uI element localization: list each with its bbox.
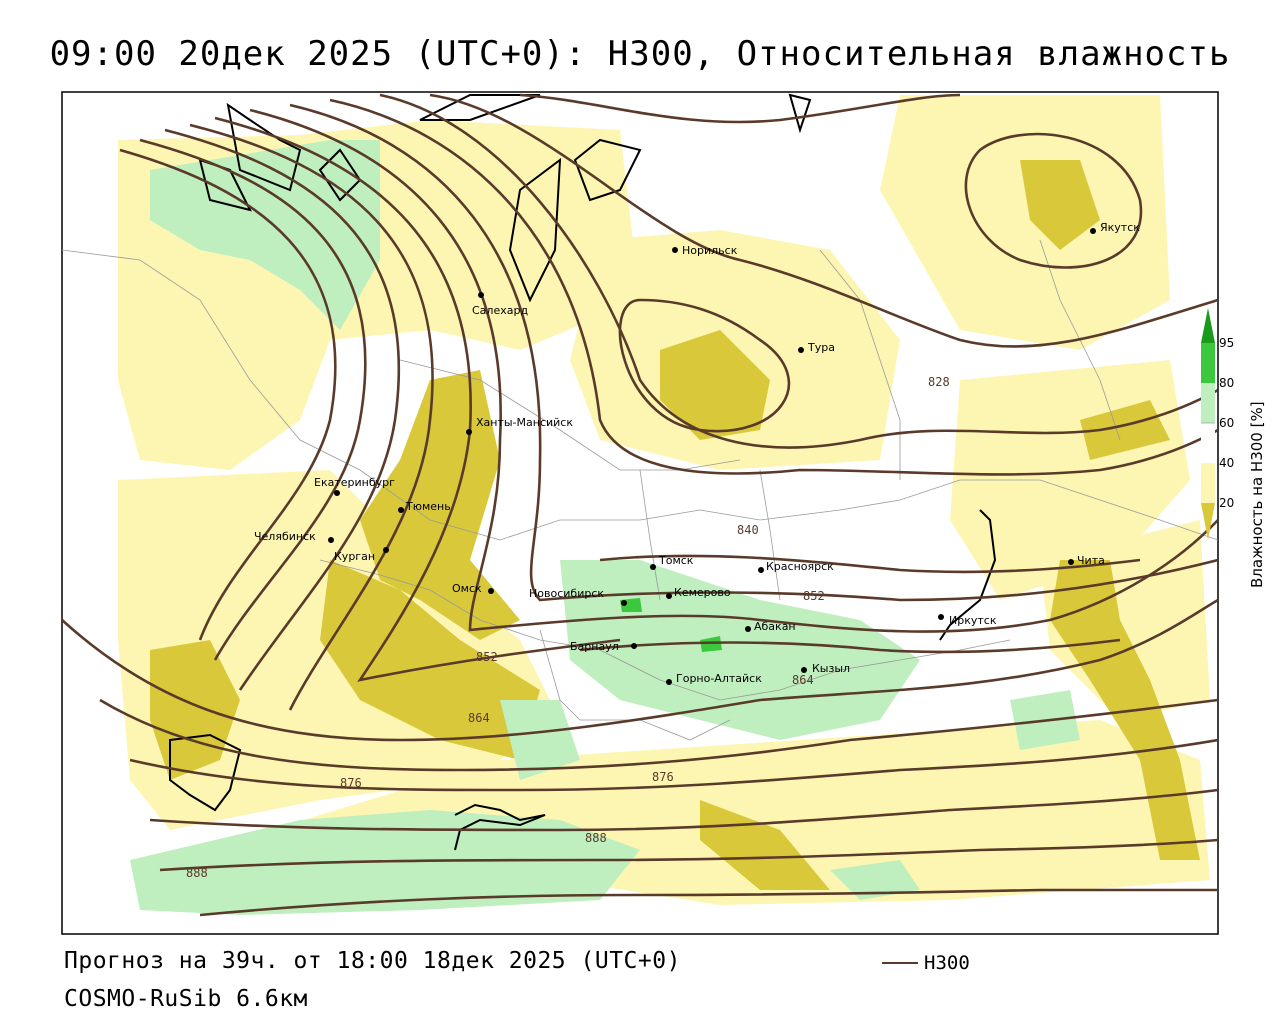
regional-borders xyxy=(62,239,1218,741)
colorbar-tick-60: 60 xyxy=(1219,416,1234,430)
colorbar-tick-95: 95 xyxy=(1219,336,1234,350)
city-label-novosibirsk: Новосибирск xyxy=(529,587,604,600)
city-label-gorno-altaysk: Горно-Алтайск xyxy=(676,672,762,685)
city-label-tyumen: Тюмень xyxy=(405,500,451,513)
colorbar-tick-20: 20 xyxy=(1219,496,1234,510)
colorbar-segment xyxy=(1201,383,1215,423)
contour-label: 888 xyxy=(186,866,208,880)
colorbar-top-arrow xyxy=(1201,308,1215,343)
city-marker xyxy=(621,600,627,606)
model-name: COSMO-RuSib 6.6км xyxy=(64,986,308,1012)
h300-contours xyxy=(62,93,1218,917)
contour-label: 888 xyxy=(585,831,607,845)
city-label-kemerovo: Кемерово xyxy=(674,586,731,599)
city-marker xyxy=(798,347,804,353)
city-marker xyxy=(383,547,389,553)
contour-label: 876 xyxy=(340,776,362,790)
colorbar-title: Влажность на H300 [%] xyxy=(1248,401,1266,588)
city-marker xyxy=(478,292,484,298)
city-marker xyxy=(745,626,751,632)
city-label-khanty-mansiysk: Ханты-Мансийск xyxy=(476,416,573,429)
city-marker xyxy=(758,567,764,573)
city-label-norilsk: Норильск xyxy=(682,244,738,257)
contour-label: 840 xyxy=(737,523,759,537)
city-label-tura: Тура xyxy=(807,341,835,354)
city-marker xyxy=(334,490,340,496)
city-marker xyxy=(398,507,404,513)
coastlines xyxy=(169,93,997,851)
colorbar-tick-40: 40 xyxy=(1219,456,1234,470)
legend-label: H300 xyxy=(924,952,970,974)
city-label-tomsk: Томск xyxy=(658,554,694,567)
city-marker xyxy=(1090,228,1096,234)
city-label-kurgan: Курган xyxy=(334,550,375,563)
city-label-abakan: Абакан xyxy=(754,620,796,633)
city-marker xyxy=(328,537,334,543)
contour-label: 864 xyxy=(792,673,814,687)
forecast-info: Прогноз на 39ч. от 18:00 18дек 2025 (UTC… xyxy=(64,948,681,974)
humidity-fill-dry xyxy=(150,160,1200,890)
city-label-chita: Чита xyxy=(1077,554,1105,567)
city-label-salekhard: Салехард xyxy=(472,304,528,317)
contour-label: 876 xyxy=(652,770,674,784)
city-label-chelyabinsk: Челябинск xyxy=(254,530,316,543)
colorbar-segment xyxy=(1201,423,1215,463)
city-marker xyxy=(631,643,637,649)
colorbar-segment xyxy=(1201,343,1215,383)
contour-label: 828 xyxy=(928,375,950,389)
city-label-yekaterinburg: Екатеринбург xyxy=(314,476,395,489)
colorbar-tick-80: 80 xyxy=(1219,376,1234,390)
city-label-kyzyl: Кызыл xyxy=(812,662,850,675)
city-label-barnaul: Барнаул xyxy=(570,640,619,653)
city-marker xyxy=(672,247,678,253)
city-label-omsk: Омск xyxy=(452,582,482,595)
city-marker xyxy=(1068,559,1074,565)
contour-label: 852 xyxy=(476,650,498,664)
map-title: 09:00 20дек 2025 (UTC+0): H300, Относите… xyxy=(49,34,1231,74)
contour-label: 852 xyxy=(803,589,825,603)
city-marker xyxy=(466,429,472,435)
city-marker xyxy=(801,667,807,673)
city-label-krasnoyarsk: Красноярск xyxy=(766,560,834,573)
colorbar-bottom-arrow xyxy=(1201,503,1215,540)
colorbar: 95 80 60 40 20 xyxy=(1201,308,1234,540)
city-marker xyxy=(666,679,672,685)
colorbar-segment xyxy=(1201,463,1215,503)
city-marker xyxy=(488,588,494,594)
city-label-irkutsk: Иркутск xyxy=(949,614,997,627)
contour-label: 864 xyxy=(468,711,490,725)
city-marker xyxy=(650,564,656,570)
legend-line-swatch xyxy=(882,962,918,964)
city-marker xyxy=(666,593,672,599)
city-label-yakutsk: Якутск xyxy=(1100,221,1140,234)
city-marker xyxy=(938,614,944,620)
